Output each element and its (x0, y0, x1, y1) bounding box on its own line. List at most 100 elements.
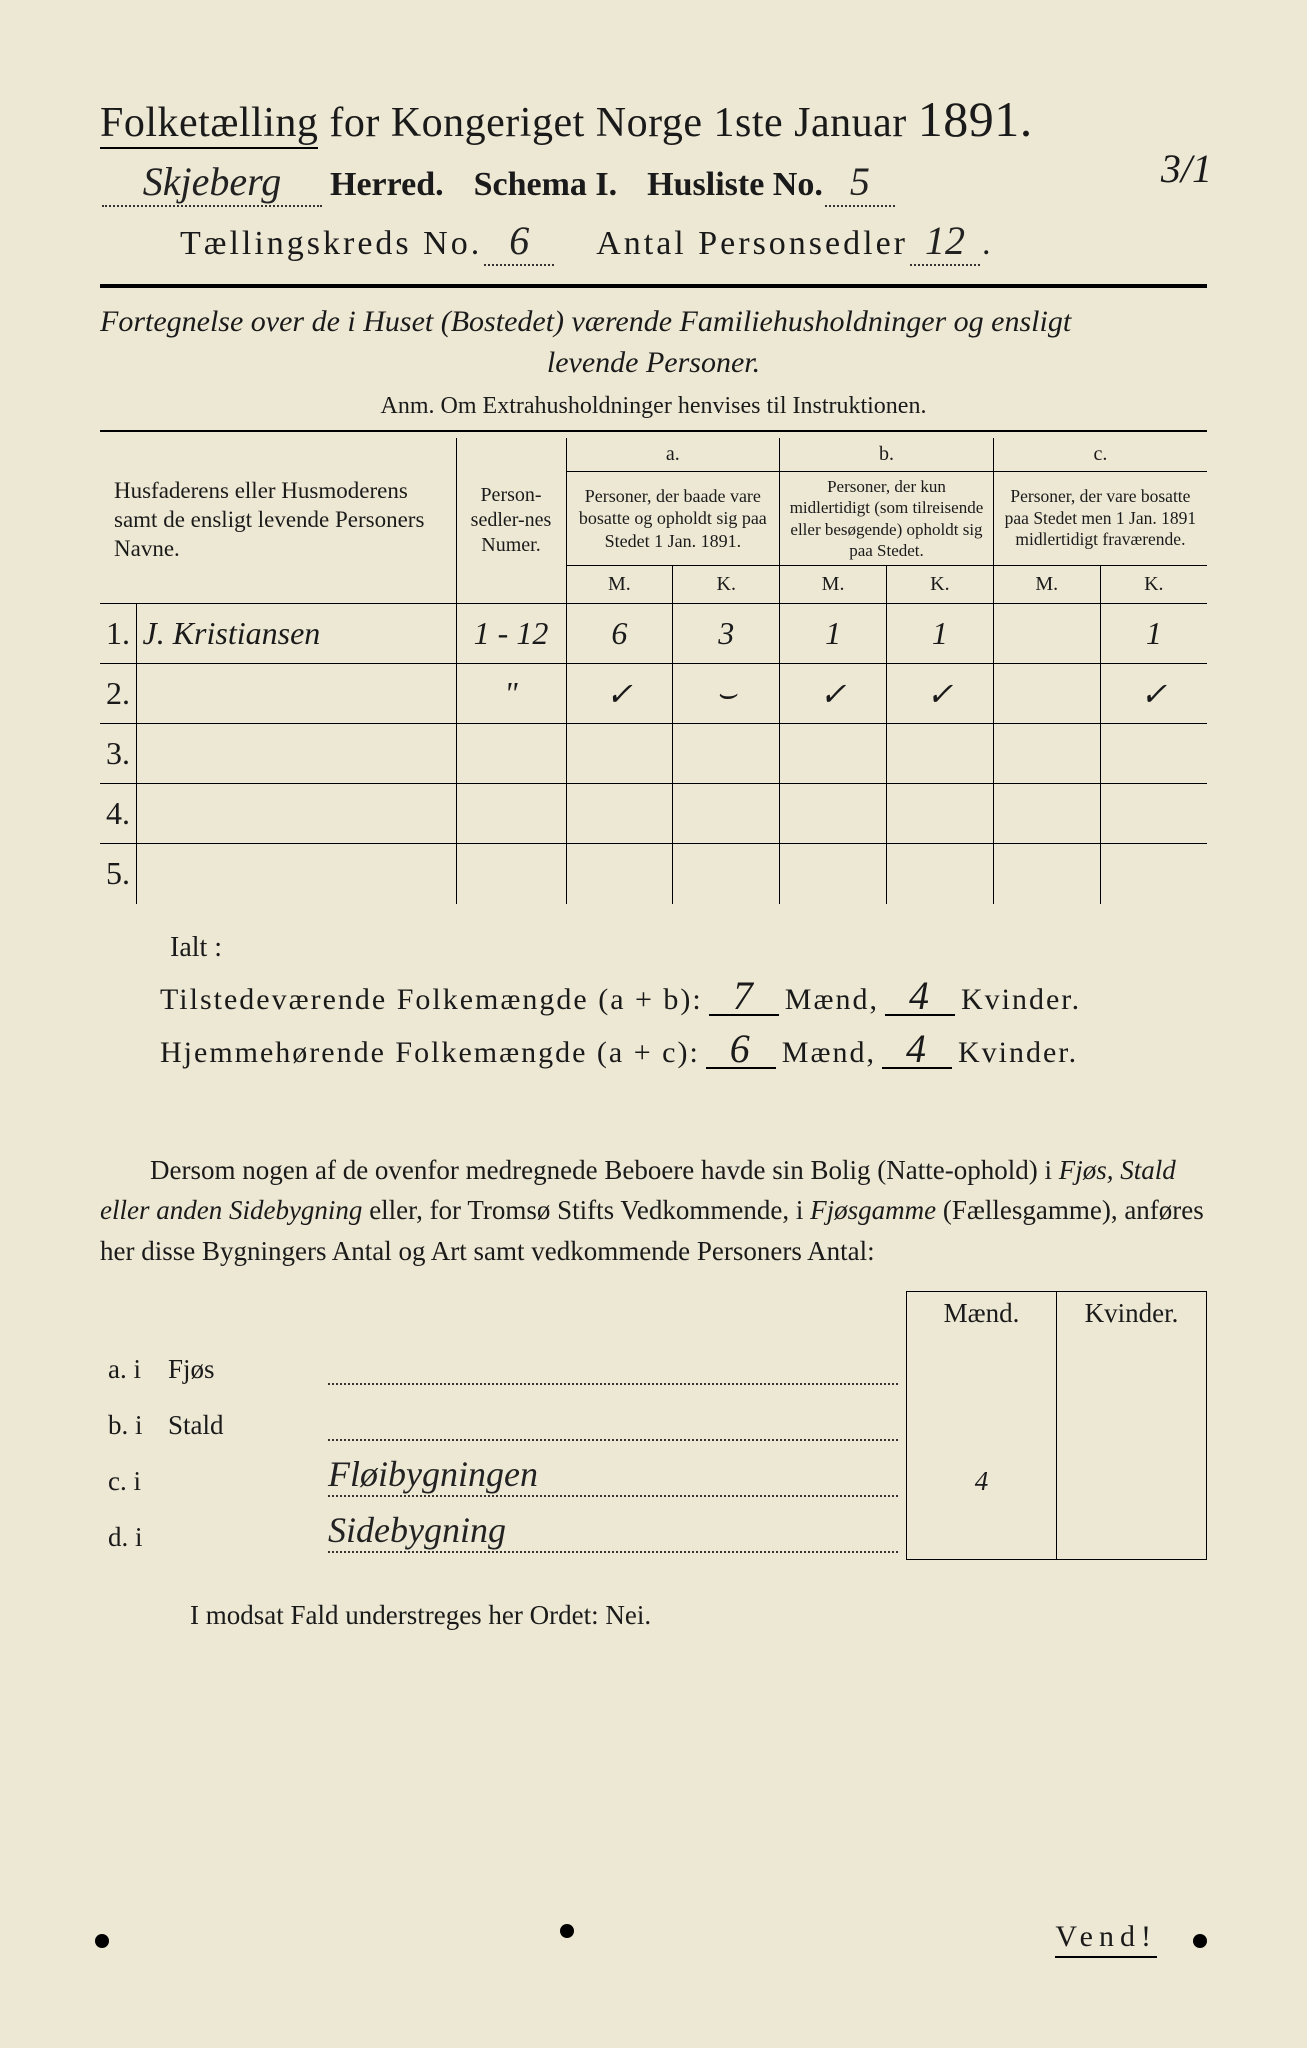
byg-label: d. i (100, 1503, 160, 1559)
title-year: 1891. (918, 91, 1033, 147)
row-index: 3. (100, 724, 136, 784)
byg-type (160, 1447, 320, 1503)
antal-value: 12 (910, 217, 980, 266)
sum1-maend: Mænd, (785, 983, 879, 1017)
th-b: Personer, der kun midlertidigt (som tilr… (780, 472, 994, 566)
th-c: Personer, der vare bosatte paa Stedet me… (993, 472, 1207, 566)
punch-dot-left (95, 1934, 109, 1948)
th-num: Person-sedler-nes Numer. (456, 438, 566, 604)
row-aK: 3 (673, 604, 780, 664)
row-cK (1100, 724, 1207, 784)
byg-table: Mænd. Kvinder. a. iFjøs b. iStald c. iFl… (100, 1291, 1207, 1560)
sum2-maend: Mænd, (782, 1036, 876, 1070)
meta-line-1: Skjeberg Herred. Schema I. Husliste No. … (100, 158, 1207, 207)
byg-fill (320, 1335, 907, 1391)
subtitle-line-2: levende Personer. (100, 343, 1207, 384)
row-bK (886, 844, 993, 904)
row-aM: 6 (566, 604, 673, 664)
para-b: eller, for Tromsø Stifts Vedkommende, i (362, 1195, 810, 1225)
byg-row: d. i Sidebygning (100, 1503, 1207, 1559)
byg-row: a. iFjøs (100, 1335, 1207, 1391)
divider-1 (100, 284, 1207, 288)
row-bM: 1 (780, 604, 887, 664)
row-cK: ✓ (1100, 664, 1207, 724)
sum2-m: 6 (706, 1031, 776, 1069)
margin-fraction: 3/1 (1161, 145, 1212, 192)
row-cM (993, 784, 1100, 844)
row-index: 1. (100, 604, 136, 664)
row-name (136, 664, 456, 724)
row-num (456, 784, 566, 844)
th-name: Husfaderens eller Husmoderens samt de en… (100, 438, 456, 604)
meta-line-2: Tællingskreds No. 6 Antal Personsedler 1… (180, 217, 1207, 266)
schema-label: Schema I. (474, 166, 618, 204)
row-bM (780, 844, 887, 904)
row-aK (673, 784, 780, 844)
row-bM (780, 724, 887, 784)
row-num (456, 724, 566, 784)
sum-line-2: Hjemmehørende Folkemængde (a + c): 6 Mæn… (160, 1031, 1207, 1070)
sum-line-1: Tilstedeværende Folkemængde (a + b): 7 M… (160, 978, 1207, 1017)
anm-note: Anm. Om Extrahusholdninger henvises til … (100, 393, 1207, 420)
row-cK (1100, 844, 1207, 904)
para-ital-b: Fjøsgamme (810, 1195, 936, 1225)
th-c-k: K. (1100, 566, 1207, 604)
byg-m (907, 1503, 1057, 1559)
table-row: 4. (100, 784, 1207, 844)
herred-value: Skjeberg (102, 158, 322, 207)
byg-type (160, 1503, 320, 1559)
row-cM (993, 664, 1100, 724)
row-name (136, 784, 456, 844)
title-word-b: for Kongeriget Norge 1ste Januar (329, 100, 906, 146)
subtitle-line-1: Fortegnelse over de i Huset (Bostedet) v… (100, 305, 1071, 338)
th-c-head: c. (993, 438, 1207, 472)
byg-maend: Mænd. (907, 1292, 1057, 1336)
vend-label: Vend! (1055, 1920, 1157, 1958)
row-aK (673, 724, 780, 784)
table-row: 5. (100, 844, 1207, 904)
row-cK: 1 (1100, 604, 1207, 664)
row-bM: ✓ (780, 664, 887, 724)
row-cM (993, 844, 1100, 904)
sum1-kvinder: Kvinder. (961, 983, 1081, 1017)
row-bK: 1 (886, 604, 993, 664)
row-cM (993, 604, 1100, 664)
byg-label: b. i (100, 1391, 160, 1447)
row-name (136, 844, 456, 904)
modsat-line: I modsat Fald understreges her Ordet: Ne… (190, 1600, 1207, 1631)
row-num: " (456, 664, 566, 724)
sum1-k: 4 (885, 978, 955, 1016)
byg-label: a. i (100, 1335, 160, 1391)
byg-fill: Sidebygning (320, 1503, 907, 1559)
row-bM (780, 784, 887, 844)
herred-label: Herred. (330, 166, 444, 204)
row-aM (566, 784, 673, 844)
sum2-kvinder: Kvinder. (958, 1036, 1078, 1070)
byg-k (1057, 1391, 1207, 1447)
byg-fill (320, 1391, 907, 1447)
table-row: 1.J. Kristiansen1 - 1263111 (100, 604, 1207, 664)
byg-m (907, 1335, 1057, 1391)
row-num (456, 844, 566, 904)
row-aK: ⌣ (673, 664, 780, 724)
antal-label: Antal Personsedler (596, 225, 908, 263)
row-bK (886, 724, 993, 784)
byg-type: Fjøs (160, 1335, 320, 1391)
byg-kvinder: Kvinder. (1057, 1292, 1207, 1336)
byg-k (1057, 1335, 1207, 1391)
row-bK (886, 784, 993, 844)
byg-m (907, 1391, 1057, 1447)
main-title: Folketælling for Kongeriget Norge 1ste J… (100, 90, 1207, 148)
sum2-label: Hjemmehørende Folkemængde (a + c): (160, 1036, 700, 1070)
th-a: Personer, der baade vare bosatte og opho… (566, 472, 780, 566)
sum1-label: Tilstedeværende Folkemængde (a + b): (160, 983, 703, 1017)
husliste-label: Husliste No. (647, 166, 823, 204)
punch-dot-right (1193, 1934, 1207, 1948)
th-b-head: b. (780, 438, 994, 472)
sum2-k: 4 (882, 1031, 952, 1069)
row-name (136, 724, 456, 784)
husliste-value: 5 (825, 158, 895, 207)
row-name: J. Kristiansen (136, 604, 456, 664)
row-cM (993, 724, 1100, 784)
row-index: 5. (100, 844, 136, 904)
